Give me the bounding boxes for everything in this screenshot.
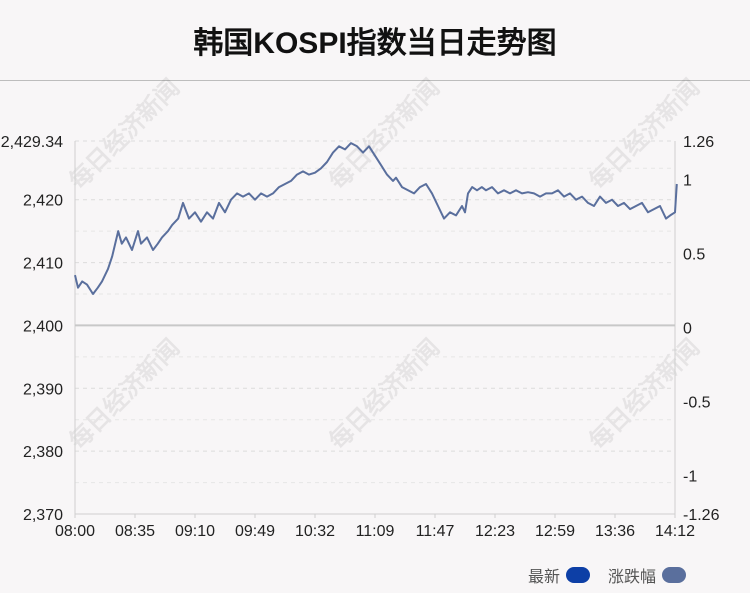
x-tick-label: 09:10 [175,523,215,540]
series-line-0 [74,142,678,295]
title-divider [0,80,750,81]
watermark-4: 每日经济新闻 [323,333,445,455]
watermark-0: 每日经济新闻 [63,73,185,195]
x-tick-label: 08:00 [55,523,95,540]
legend: 最新 涨跌幅 [528,563,686,587]
legend-swatch-latest [565,567,590,583]
left-tick-label: 2,420 [23,193,63,210]
right-tick-label: -1.26 [683,507,720,524]
legend-label-change: 涨跌幅 [607,569,656,586]
x-tick-label: 12:23 [475,523,515,540]
series-group [74,142,678,295]
x-tick-label: 13:36 [595,523,635,540]
x-tick-label: 14:12 [655,523,695,540]
legend-label-latest: 最新 [527,569,560,586]
left-tick-label: 2,400 [23,318,63,335]
right-tick-label: 1 [683,172,692,189]
legend-swatch-change [662,567,686,583]
x-tick-label: 10:32 [295,523,335,540]
x-axis-ticks: 08:00 08:35 09:10 09:49 10:32 11:09 11:47 12:23… [55,514,695,540]
left-tick-label: 2,429.34 [1,134,63,151]
axes [74,141,676,515]
legend-item-latest[interactable]: 最新 [528,563,590,587]
left-tick-label: 2,390 [23,381,63,398]
right-tick-label: 0.5 [683,246,705,263]
right-tick-label: -0.5 [683,395,711,412]
left-tick-label: 2,410 [23,256,63,273]
left-axis-ticks: 2,429.34 2,420 2,410 2,400 2,390 2,380 2,370 [1,134,63,524]
x-tick-label: 12:59 [535,523,575,540]
grid-lines [75,140,675,515]
right-tick-label: 0 [683,321,692,338]
x-tick-label: 08:35 [115,523,155,540]
left-tick-label: 2,370 [23,507,63,524]
x-tick-label: 11:09 [356,523,395,540]
watermark-3: 每日经济新闻 [63,333,185,455]
x-tick-label: 09:49 [235,523,275,540]
legend-item-change[interactable]: 涨跌幅 [608,563,686,587]
chart-title: 韩国KOSPI指数当日走势图 [193,27,557,60]
right-tick-label: 1.26 [683,134,714,151]
x-tick-label: 11:47 [416,523,455,540]
right-axis-ticks: 1.26 1 0.5 0 -0.5 -1 -1.26 [683,134,720,524]
watermark-1: 每日经济新闻 [323,73,445,195]
right-tick-label: -1 [683,469,697,486]
left-tick-label: 2,380 [23,444,63,461]
